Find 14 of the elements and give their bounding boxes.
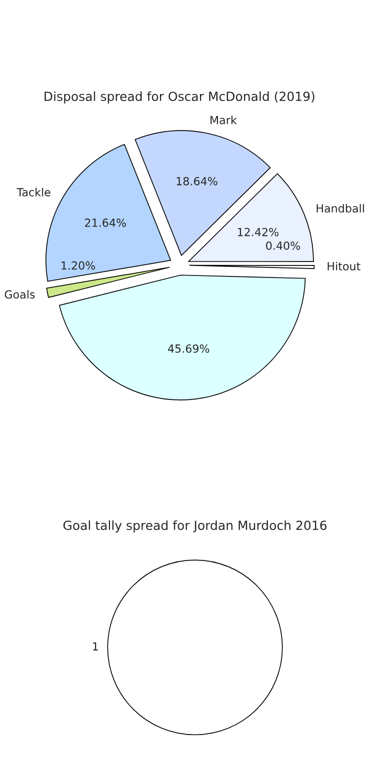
data-label: 1.20% bbox=[62, 261, 96, 270]
chart-title: Goal tally spread for Jordan Murdoch 2016 bbox=[63, 520, 326, 532]
data-label: 45.69% bbox=[168, 344, 210, 353]
data-label: 21.64% bbox=[85, 218, 126, 227]
data-label: 18.64% bbox=[176, 176, 218, 186]
chart-title: Disposal spread for Oscar McDonald (2019) bbox=[44, 91, 314, 104]
slice-label: Goals bbox=[4, 290, 35, 299]
slice-label: Mark bbox=[210, 116, 237, 124]
data-label: 0.40% bbox=[266, 241, 300, 250]
slice-label: 1 bbox=[93, 642, 98, 650]
slice-label: Hitout bbox=[328, 262, 360, 270]
slice-label: Tackle bbox=[16, 188, 50, 196]
slice-label: Handball bbox=[316, 204, 364, 213]
data-label: 12.42% bbox=[238, 228, 278, 236]
